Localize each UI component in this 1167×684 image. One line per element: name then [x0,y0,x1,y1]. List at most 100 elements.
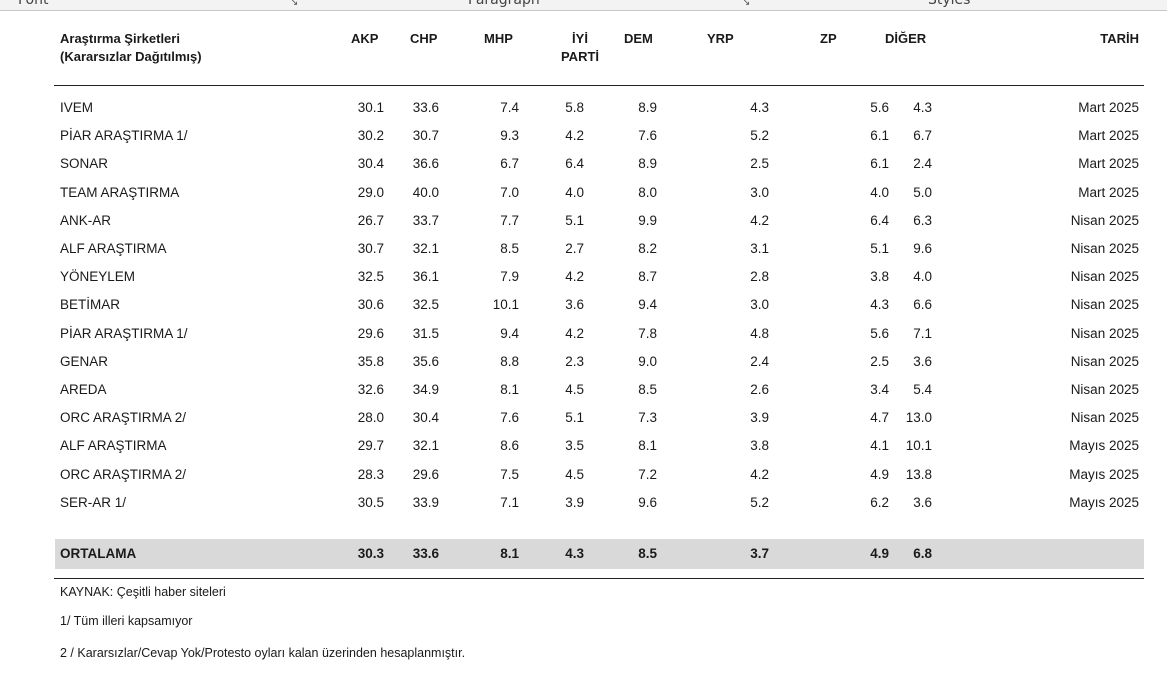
cell-chp: 33.6 [412,100,439,115]
cell-yrp: 4.3 [750,100,769,115]
cell-zp: 4.3 [870,297,889,313]
cell-dem: 7.2 [638,466,657,482]
header-mhp: MHP [484,31,513,46]
cell-chp: 29.6 [412,466,439,482]
cell-company: YÖNEYLEM [60,269,136,285]
cell-chp: 35.6 [412,353,439,369]
cell-tarih: Nisan 2025 [1070,410,1139,426]
font-dialog-launcher-icon[interactable]: ↘ [290,0,299,8]
cell-zp: 6.1 [870,128,889,144]
cell-chp: 31.5 [412,325,439,341]
cell-dem: 8.9 [638,100,657,115]
cell-tarih: Mayıs 2025 [1069,494,1139,510]
table-row: SONAR 30.4 36.6 6.7 6.4 8.9 2.5 6.1 2.4 Mart 2025 [56,156,1144,174]
cell-akp: 26.7 [357,212,384,228]
table-row: GENAR 35.8 35.6 8.8 2.3 9.0 2.4 2.5 3.6 Nisan 202… [56,354,1144,372]
header-iyi-line2: PARTİ [560,49,600,64]
cell-diger: 4.3 [913,100,932,115]
cell-zp: 4.0 [870,184,889,200]
cell-zp: 5.6 [870,325,889,341]
table-row: ORC ARAŞTIRMA 2/28.3 29.6 7.5 4.5 7.2 4.2 4.9 1… [56,467,1144,485]
cell-diger: 2.4 [913,156,932,172]
cell-yrp: 4.2 [750,212,769,228]
header-iyi-line1: İYİ [572,31,588,46]
cell-yrp: 3.9 [750,410,769,426]
cell-akp: 30.6 [357,297,384,313]
cell-company: PİAR ARAŞTIRMA 1/ [60,325,188,341]
cell-akp: 30.7 [357,241,384,256]
cell-dem: 9.4 [638,297,657,313]
table-row: PİAR ARAŞTIRMA 1/30.2 30.7 9.3 4.2 7.6 5.2 6.1… [56,128,1144,146]
cell-chp: 32.1 [412,438,439,454]
cell-mhp: 7.0 [500,184,519,200]
paragraph-dialog-launcher-icon[interactable]: ↘ [742,0,751,8]
cell-iyi: 4.5 [565,382,584,397]
cell-akp: 29.6 [357,325,384,341]
cell-tarih: Nisan 2025 [1070,241,1139,256]
cell-tarih: Nisan 2025 [1070,269,1139,285]
average-chp: 33.6 [412,546,439,561]
cell-iyi: 5.8 [565,100,584,115]
cell-akp: 29.0 [357,184,384,200]
cell-zp: 4.1 [870,438,889,454]
header-zp: ZP [820,31,837,46]
cell-company: TEAM ARAŞTIRMA [60,184,180,200]
cell-tarih: Nisan 2025 [1070,325,1139,341]
cell-mhp: 8.1 [500,382,519,397]
cell-diger: 9.6 [913,241,932,256]
cell-dem: 8.7 [638,269,657,285]
average-label: ORTALAMA [60,546,137,561]
cell-mhp: 9.4 [500,325,519,341]
header-rule [54,85,1144,86]
cell-mhp: 7.6 [500,410,519,426]
cell-dem: 8.1 [638,438,657,454]
cell-yrp: 5.2 [750,494,769,510]
cell-company: ORC ARAŞTIRMA 2/ [60,410,187,426]
cell-iyi: 4.2 [565,269,584,285]
cell-akp: 30.2 [357,128,384,144]
cell-iyi: 5.1 [565,410,584,426]
cell-yrp: 4.8 [750,325,769,341]
average-iyi: 4.3 [565,546,584,561]
cell-chp: 34.9 [412,382,439,397]
cell-iyi: 4.5 [565,466,584,482]
cell-yrp: 2.8 [750,269,769,285]
average-yrp: 3.7 [750,546,769,561]
cell-company: SER-AR 1/ [60,494,127,510]
cell-zp: 3.4 [870,382,889,397]
cell-yrp: 4.2 [750,466,769,482]
cell-diger: 13.0 [905,410,932,426]
cell-company: PİAR ARAŞTIRMA 1/ [60,128,188,144]
cell-company: ALF ARAŞTIRMA [60,438,167,454]
cell-tarih: Mayıs 2025 [1069,438,1139,454]
cell-chp: 36.6 [412,156,439,172]
cell-zp: 6.4 [870,212,889,228]
average-row: ORTALAMA 30.3 33.6 8.1 4.3 8.5 3.7 4.9 6… [56,546,1144,564]
cell-diger: 3.6 [913,494,932,510]
cell-iyi: 3.5 [565,438,584,454]
footnote-2: 2 / Kararsızlar/Cevap Yok/Protesto oylar… [60,646,466,660]
cell-yrp: 2.4 [750,353,769,369]
cell-iyi: 2.3 [565,353,584,369]
cell-iyi: 2.7 [565,241,584,256]
cell-akp: 29.7 [357,438,384,454]
cell-akp: 28.0 [357,410,384,426]
average-mhp: 8.1 [500,546,519,561]
cell-company: AREDA [60,382,107,397]
table-row: TEAM ARAŞTIRMA 29.0 40.0 7.0 4.0 8.0 3.0 4.0 5.0… [56,185,1144,203]
cell-company: SONAR [60,156,109,172]
cell-akp: 32.6 [357,382,384,397]
average-dem: 8.5 [638,546,657,561]
cell-chp: 30.7 [412,128,439,144]
cell-iyi: 3.6 [565,297,584,313]
cell-company: ANK-AR [60,212,112,228]
cell-mhp: 8.8 [500,353,519,369]
cell-dem: 8.0 [638,184,657,200]
cell-iyi: 6.4 [565,156,584,172]
cell-company: ORC ARAŞTIRMA 2/ [60,466,187,482]
cell-iyi: 4.2 [565,128,584,144]
cell-diger: 6.7 [913,128,932,144]
table-row: BETİMAR 30.6 32.5 10.1 3.6 9.4 3.0 4.3 6.6 Nisan … [56,297,1144,315]
cell-chp: 30.4 [412,410,439,426]
cell-iyi: 4.2 [565,325,584,341]
